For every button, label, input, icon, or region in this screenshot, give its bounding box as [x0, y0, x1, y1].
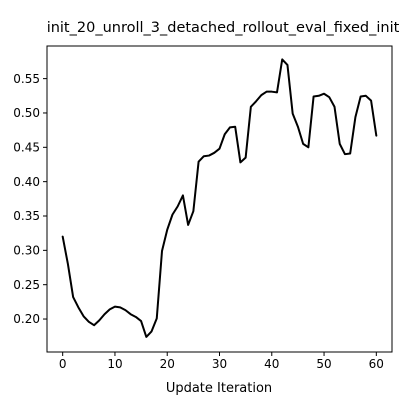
y-tick-label: 0.55: [13, 72, 40, 86]
chart-title: init_20_unroll_3_detached_rollout_eval_f…: [47, 20, 400, 36]
x-tick-label: 20: [160, 357, 175, 371]
x-tick-label: 50: [316, 357, 331, 371]
y-tick-label: 0.35: [13, 209, 40, 223]
x-tick-label: 60: [369, 357, 384, 371]
x-tick-label: 40: [264, 357, 279, 371]
series-line: [61, 58, 378, 338]
x-tick-label: 0: [59, 357, 67, 371]
y-tick-label: 0.45: [13, 141, 40, 155]
y-tick-label: 0.25: [13, 278, 40, 292]
y-tick-label: 0.40: [13, 175, 40, 189]
y-tick-label: 0.20: [13, 312, 40, 326]
y-axis-ticks: 0.20 0.25 0.30 0.35 0.40 0.45 0.50 0.55: [13, 72, 47, 326]
y-tick-label: 0.30: [13, 244, 40, 258]
y-tick-label: 0.50: [13, 106, 40, 120]
x-tick-label: 10: [107, 357, 122, 371]
x-axis-ticks: 0 10 20 30 40 50 60: [59, 352, 384, 371]
x-tick-label: 30: [212, 357, 227, 371]
x-axis-label: Update Iteration: [166, 381, 272, 396]
plot-frame: [46, 45, 393, 353]
